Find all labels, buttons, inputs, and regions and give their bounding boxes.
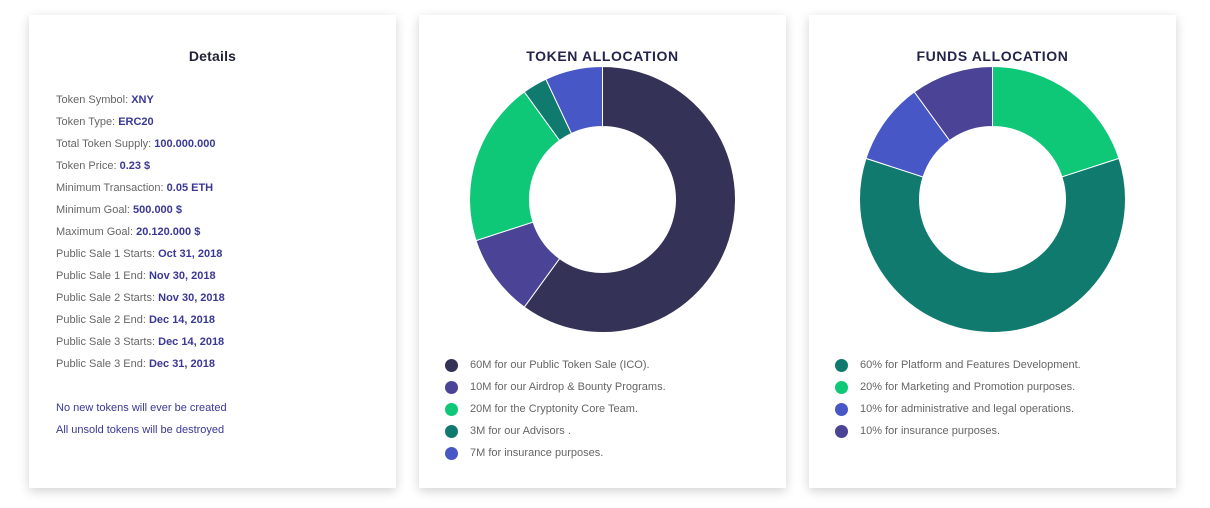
token-notes: No new tokens will ever be created All u… [56,400,227,444]
detail-row-sale2-start: Public Sale 2 Starts: Nov 30, 2018 [56,290,225,312]
details-title: Details [188,48,237,64]
detail-label: Token Type: [56,116,116,128]
detail-label: Minimum Transaction: [56,182,164,194]
detail-label: Public Sale 3 End: [56,358,146,370]
legend-swatch [445,402,458,416]
detail-label: Token Symbol: [56,94,129,106]
token-allocation-donut [469,65,736,333]
funds-allocation-title: FUNDS ALLOCATION [916,48,1069,64]
detail-row-total-supply: Total Token Supply: 100.000.000 [56,136,225,158]
detail-row-maximum-goal: Maximum Goal: 20.120.000 $ [56,224,225,246]
donut-slice [523,65,736,333]
detail-label: Minimum Goal: [56,204,130,216]
details-card: Details Token Symbol: XNY Token Type: ER… [29,15,396,488]
note-no-new-tokens: No new tokens will ever be created [56,402,227,414]
legend-swatch [835,358,848,372]
detail-row-sale1-start: Public Sale 1 Starts: Oct 31, 2018 [56,246,225,268]
detail-value: 0.23 $ [119,160,151,172]
details-list: Token Symbol: XNY Token Type: ERC20 Tota… [56,92,225,378]
legend-label: 20% for Marketing and Promotion purposes… [860,381,1076,393]
legend-swatch [445,358,458,372]
detail-value: 20.120.000 $ [136,226,201,238]
legend-item: 7M for insurance purposes. [445,442,666,464]
donut-slice [992,65,1120,178]
legend-label: 20M for the Cryptonity Core Team. [470,403,638,415]
detail-row-token-price: Token Price: 0.23 $ [56,158,225,180]
detail-value: 500.000 $ [133,204,182,216]
detail-label: Total Token Supply: [56,138,152,150]
funds-allocation-card: FUNDS ALLOCATION 60% for Platform and Fe… [809,15,1176,488]
legend-swatch [835,402,848,416]
donut-slice [469,91,561,242]
legend-item: 60% for Platform and Features Developmen… [835,354,1081,376]
detail-row-sale3-start: Public Sale 3 Starts: Dec 14, 2018 [56,334,225,356]
detail-value: 100.000.000 [154,138,216,150]
legend-swatch [835,380,848,394]
detail-row-token-type: Token Type: ERC20 [56,114,225,136]
detail-row-minimum-goal: Minimum Goal: 500.000 $ [56,202,225,224]
legend-label: 10M for our Airdrop & Bounty Programs. [470,381,666,393]
legend-item: 3M for our Advisors . [445,420,666,442]
legend-label: 60M for our Public Token Sale (ICO). [470,359,650,371]
funds-allocation-legend: 60% for Platform and Features Developmen… [835,354,1081,442]
legend-item: 10% for administrative and legal operati… [835,398,1081,420]
detail-label: Public Sale 1 Starts: [56,248,156,260]
detail-row-token-symbol: Token Symbol: XNY [56,92,225,114]
donut-slice [859,157,1126,333]
token-allocation-card: TOKEN ALLOCATION 60M for our Public Toke… [419,15,786,488]
detail-value: 0.05 ETH [166,182,214,194]
legend-label: 10% for insurance purposes. [860,425,1001,437]
detail-value: Dec 14, 2018 [158,336,225,348]
donut-slice [913,65,993,142]
legend-item: 20% for Marketing and Promotion purposes… [835,376,1081,398]
legend-swatch [445,424,458,438]
detail-label: Public Sale 1 End: [56,270,146,282]
legend-label: 3M for our Advisors . [470,425,571,437]
legend-label: 60% for Platform and Features Developmen… [860,359,1081,371]
funds-allocation-donut [859,65,1126,333]
detail-row-sale3-end: Public Sale 3 End: Dec 31, 2018 [56,356,225,378]
detail-value: Dec 31, 2018 [148,358,216,370]
legend-label: 7M for insurance purposes. [470,447,604,459]
legend-label: 10% for administrative and legal operati… [860,403,1075,415]
detail-label: Token Price: [56,160,117,172]
detail-value: ERC20 [118,116,154,128]
detail-value: Nov 30, 2018 [148,270,216,282]
detail-label: Maximum Goal: [56,226,134,238]
detail-value: Nov 30, 2018 [158,292,225,304]
detail-value: Oct 31, 2018 [158,248,223,260]
legend-swatch [835,424,848,438]
detail-value: XNY [131,94,154,106]
legend-item: 10% for insurance purposes. [835,420,1081,442]
legend-swatch [445,380,458,394]
detail-row-sale2-end: Public Sale 2 End: Dec 14, 2018 [56,312,225,334]
token-allocation-legend: 60M for our Public Token Sale (ICO). 10M… [445,354,666,464]
legend-item: 20M for the Cryptonity Core Team. [445,398,666,420]
note-unsold-destroyed: All unsold tokens will be destroyed [56,424,225,436]
donut-slice [545,65,603,135]
legend-item: 60M for our Public Token Sale (ICO). [445,354,666,376]
token-allocation-title: TOKEN ALLOCATION [526,48,679,64]
detail-row-minimum-transaction: Minimum Transaction: 0.05 ETH [56,180,225,202]
detail-row-sale1-end: Public Sale 1 End: Nov 30, 2018 [56,268,225,290]
detail-label: Public Sale 2 Starts: [56,292,156,304]
detail-value: Dec 14, 2018 [148,314,216,326]
detail-label: Public Sale 2 End: [56,314,146,326]
detail-label: Public Sale 3 Starts: [56,336,156,348]
legend-item: 10M for our Airdrop & Bounty Programs. [445,376,666,398]
legend-swatch [445,446,458,460]
